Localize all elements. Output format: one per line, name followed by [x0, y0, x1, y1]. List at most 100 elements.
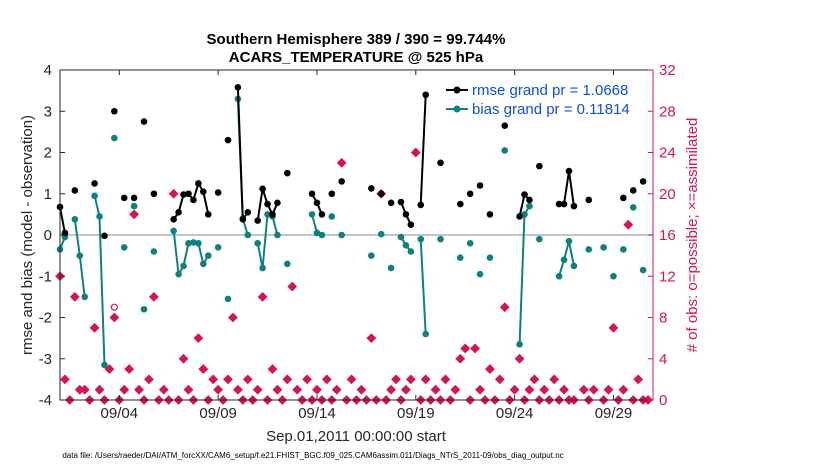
- obs-assimilated-marker: [267, 364, 278, 374]
- bias-point: [387, 264, 395, 272]
- bias-point: [274, 231, 281, 239]
- rmse-point: [269, 211, 276, 218]
- rmse-point: [313, 199, 321, 207]
- y-axis-label: rmse and bias (model - observation): [19, 115, 36, 355]
- rmse-point: [284, 169, 291, 177]
- bias-point: [600, 244, 607, 251]
- obs-assimilated-marker: [499, 302, 510, 313]
- bias-point: [422, 330, 429, 338]
- rmse-point: [422, 91, 429, 99]
- x-tick-label: 09/19: [397, 405, 435, 422]
- obs-possible-marker: [110, 303, 118, 311]
- bias-point: [516, 341, 523, 348]
- obs-assimilated-marker: [228, 312, 238, 323]
- rmse-point: [402, 211, 410, 218]
- y2-tick-label: 28: [659, 103, 676, 120]
- rmse-point: [91, 180, 98, 187]
- rmse-point: [536, 162, 543, 170]
- obs-assimilated-marker: [158, 384, 169, 395]
- bias-point: [76, 252, 84, 259]
- bias-point: [456, 254, 464, 261]
- rmse-point: [521, 191, 528, 198]
- obs-assimilated-marker: [346, 374, 357, 385]
- y-tick-label: 4: [44, 62, 52, 79]
- rmse-point: [140, 118, 148, 125]
- obs-assimilated-marker: [336, 157, 347, 168]
- rmse-point: [570, 202, 578, 210]
- obs-assimilated-marker: [420, 374, 431, 385]
- obs-assimilated-marker: [470, 343, 481, 354]
- x-tick-label: 09/04: [101, 405, 139, 422]
- bias-point: [313, 229, 321, 237]
- bias-point: [195, 239, 202, 247]
- legend-bias-label: bias grand pr = 0.11814: [472, 101, 630, 118]
- bias-point: [368, 252, 375, 259]
- bias-point: [175, 270, 182, 278]
- legend-rmse-label: rmse grand pr = 1.0668: [472, 82, 628, 99]
- obs-assimilated-marker: [183, 384, 194, 395]
- rmse-point: [639, 178, 647, 185]
- obs-assimilated-marker: [529, 374, 540, 385]
- rmse-point: [71, 187, 79, 194]
- y-tick-label: -4: [39, 392, 52, 409]
- obs-assimilated-marker: [252, 384, 263, 395]
- bias-point: [521, 211, 528, 218]
- y-tick-label: 2: [44, 145, 52, 162]
- chart-title: Southern Hemisphere 389 / 390 = 99.744%: [207, 31, 506, 48]
- rmse-point: [150, 190, 158, 198]
- obs-assimilated-marker: [89, 322, 100, 333]
- rmse-point: [486, 211, 494, 218]
- bias-point: [140, 305, 148, 313]
- bias-point: [565, 237, 573, 245]
- rmse-point: [338, 178, 345, 185]
- bias-point: [308, 211, 316, 218]
- rmse-point: [629, 187, 637, 194]
- legend: rmse grand pr = 1.0668 bias grand pr = 0…: [438, 78, 648, 122]
- bias-point: [71, 216, 79, 223]
- bias-point: [224, 295, 232, 303]
- rmse-point: [175, 209, 182, 216]
- rmse-point: [516, 213, 523, 220]
- obs-assimilated-marker: [302, 374, 312, 385]
- rmse-point: [214, 189, 222, 196]
- rmse-point: [620, 194, 627, 202]
- obs-assimilated-marker: [60, 374, 70, 385]
- obs-assimilated-marker: [356, 384, 367, 395]
- obs-assimilated-marker: [391, 374, 401, 385]
- rmse-point: [437, 159, 444, 167]
- obs-assimilated-marker: [134, 384, 144, 395]
- obs-assimilated-marker: [494, 374, 505, 385]
- obs-assimilated-marker: [282, 374, 293, 385]
- legend-bias-marker: [453, 105, 461, 113]
- bias-point: [214, 244, 222, 251]
- rmse-point: [239, 216, 247, 223]
- rmse-point: [200, 188, 207, 195]
- rmse-point: [111, 107, 118, 115]
- bias-point: [180, 262, 187, 270]
- obs-assimilated-marker: [213, 384, 224, 395]
- bias-point: [120, 244, 128, 251]
- obs-assimilated-marker: [232, 384, 243, 395]
- rmse-point: [264, 200, 271, 208]
- rmse-point: [224, 136, 232, 144]
- bias-point: [407, 248, 415, 255]
- obs-assimilated-marker: [514, 353, 525, 364]
- obs-assimilated-marker: [124, 364, 135, 374]
- y2-tick-label: 24: [659, 145, 676, 162]
- bias-point: [130, 202, 138, 210]
- obs-assimilated-marker: [94, 384, 105, 395]
- bias-point: [377, 230, 385, 238]
- rmse-point: [387, 199, 395, 207]
- obs-assimilated-marker: [588, 384, 599, 395]
- rmse-point: [180, 191, 187, 198]
- obs-assimilated-marker: [208, 374, 219, 385]
- bias-point: [555, 272, 563, 280]
- bias-point: [417, 235, 425, 243]
- rmse-point: [585, 196, 593, 204]
- rmse-point: [328, 190, 336, 198]
- rmse-point: [308, 190, 316, 198]
- obs-assimilated-marker: [509, 384, 520, 395]
- bias-point: [81, 293, 89, 301]
- bias-point: [402, 242, 410, 249]
